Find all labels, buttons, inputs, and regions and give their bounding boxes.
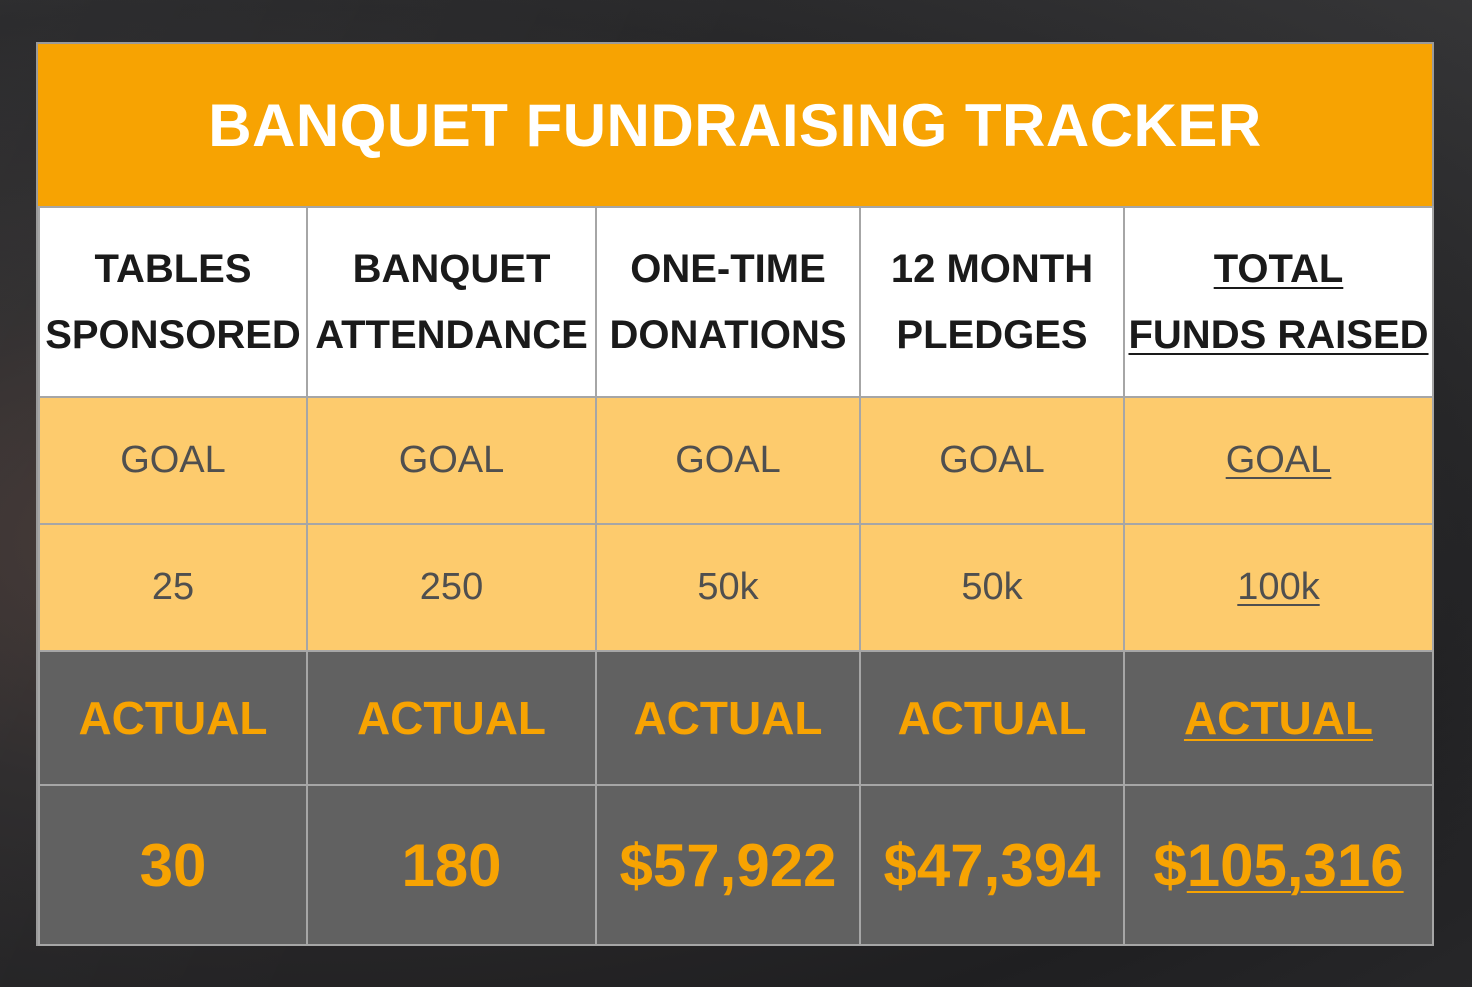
actual-value-donations: $57,922 [595,784,861,946]
actual-label-attendance: ACTUAL [306,650,597,786]
actual-label-row: ACTUAL ACTUAL ACTUAL ACTUAL ACTUAL [38,650,1434,786]
goal-value-pledges: 50k [859,523,1125,652]
tracker-title: BANQUET FUNDRAISING TRACKER [208,91,1262,159]
tracker-grid: TABLES SPONSORED BANQUET ATTENDANCE ONE-… [38,206,1434,946]
goal-label-attendance: GOAL [306,396,597,525]
goal-value-total: 100k [1123,523,1434,652]
goal-value-attendance: 250 [306,523,597,652]
header-row: TABLES SPONSORED BANQUET ATTENDANCE ONE-… [38,206,1434,398]
goal-value-row: 25 250 50k 50k 100k [38,523,1434,652]
actual-value-attendance: 180 [306,784,597,946]
actual-value-total: $105,316 [1123,784,1434,946]
header-total-funds-raised: TOTAL FUNDS RAISED [1123,206,1434,398]
goal-label-row: GOAL GOAL GOAL GOAL GOAL [38,396,1434,525]
goal-value-donations: 50k [595,523,861,652]
actual-label-total: ACTUAL [1123,650,1434,786]
goal-label-total: GOAL [1123,396,1434,525]
header-tables-sponsored: TABLES SPONSORED [38,206,308,398]
header-one-time-donations: ONE-TIME DONATIONS [595,206,861,398]
goal-label-tables: GOAL [38,396,308,525]
actual-label-donations: ACTUAL [595,650,861,786]
actual-value-row: 30 180 $57,922 $47,394 $105,316 [38,784,1434,946]
fundraising-tracker-table: BANQUET FUNDRAISING TRACKER TABLES SPONS… [36,42,1434,946]
actual-label-pledges: ACTUAL [859,650,1125,786]
title-bar: BANQUET FUNDRAISING TRACKER [38,44,1432,206]
actual-value-pledges: $47,394 [859,784,1125,946]
header-banquet-attendance: BANQUET ATTENDANCE [306,206,597,398]
goal-label-donations: GOAL [595,396,861,525]
actual-value-total-prefix: $ [1153,831,1187,899]
actual-label-tables: ACTUAL [38,650,308,786]
actual-value-tables: 30 [38,784,308,946]
header-12-month-pledges: 12 MONTH PLEDGES [859,206,1125,398]
actual-value-total-amount: 105,316 [1186,831,1404,899]
goal-label-pledges: GOAL [859,396,1125,525]
goal-value-tables: 25 [38,523,308,652]
